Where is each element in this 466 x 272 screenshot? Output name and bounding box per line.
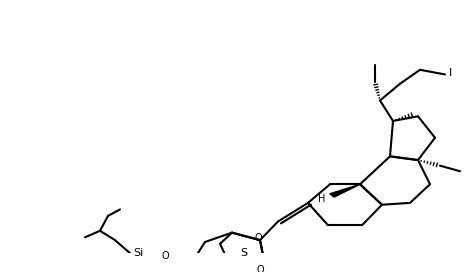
Text: O: O <box>161 251 169 261</box>
Text: H: H <box>318 194 326 204</box>
Text: S: S <box>240 248 247 258</box>
Text: O: O <box>256 265 264 272</box>
Text: O: O <box>254 233 262 243</box>
Text: I: I <box>448 67 452 78</box>
Text: Si: Si <box>133 248 143 258</box>
Polygon shape <box>330 184 360 197</box>
